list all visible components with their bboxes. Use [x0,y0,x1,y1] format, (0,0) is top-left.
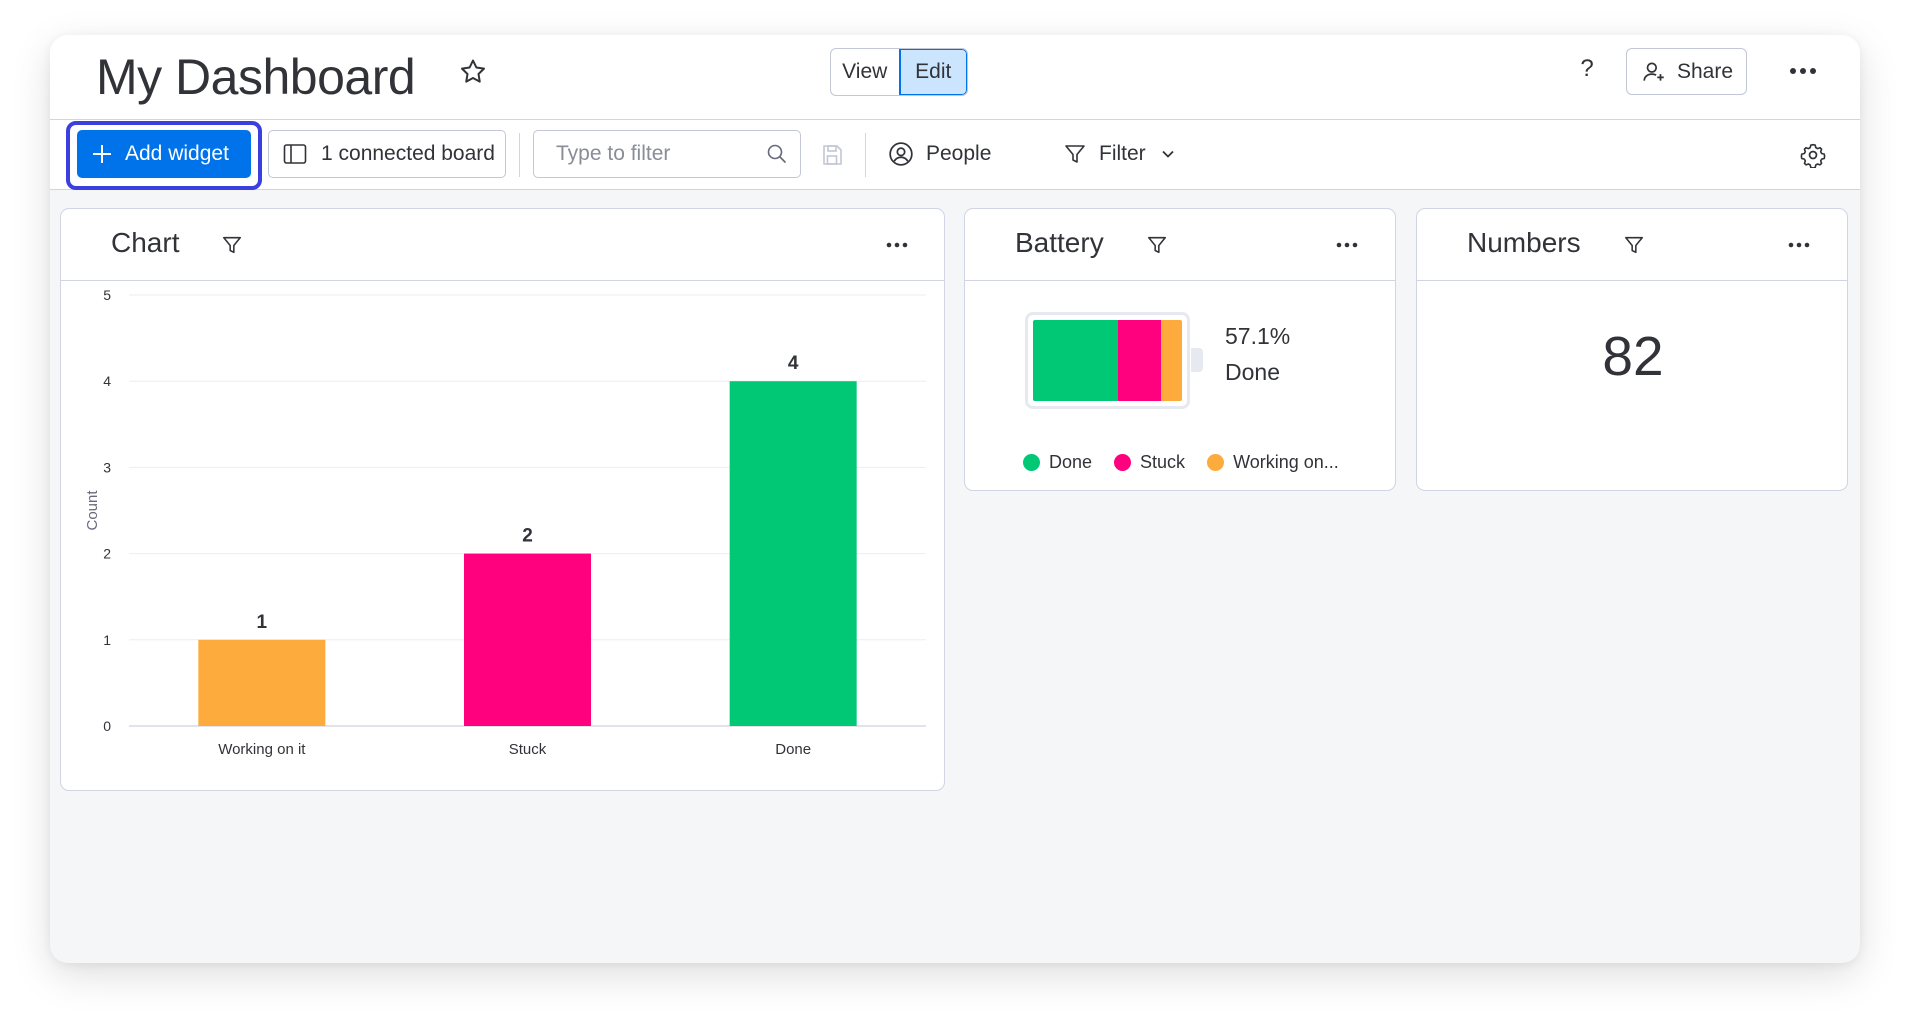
share-label: Share [1677,59,1734,83]
data-label: 1 [257,612,268,633]
people-filter-button[interactable]: People [888,130,991,178]
legend-label: Stuck [1140,452,1186,472]
search-box [533,130,801,178]
legend-dot [1207,454,1225,471]
battery-widget: Battery 57.1% Done Done Stuck [964,208,1396,491]
view-edit-toggle: View Edit [830,48,968,96]
filter-icon[interactable] [1623,234,1645,256]
battery-legend: Done Stuck Working on... [1023,452,1339,473]
people-label: People [926,142,992,165]
toolbar-divider [865,133,866,177]
data-label: 4 [788,353,799,374]
battery-segment [1118,320,1161,401]
more-options-icon[interactable] [1783,53,1823,89]
data-label: 2 [522,526,533,547]
y-tick-label: 2 [103,546,111,562]
legend-label: Done [1049,452,1093,472]
help-icon[interactable]: ? [1580,55,1594,82]
y-tick-label: 0 [103,718,111,734]
more-options-icon[interactable] [1785,233,1813,257]
widget-title: Chart [111,227,180,258]
x-tick-label: Working on it [218,741,306,758]
search-input[interactable] [534,131,754,177]
widget-header: Chart [61,209,944,281]
more-options-icon[interactable] [883,233,911,257]
filter-icon[interactable] [1146,234,1168,256]
add-widget-label: Add widget [125,142,229,165]
connected-board-button[interactable]: 1 connected board [268,130,506,178]
battery-gauge [1025,312,1190,409]
x-tick-label: Done [775,741,811,758]
legend-dot [1023,454,1040,471]
edit-mode-button[interactable]: Edit [898,49,967,95]
dashboard-window: My Dashboard View Edit ? Share [50,35,1860,963]
bar [198,639,326,726]
more-options-icon[interactable] [1333,233,1361,257]
add-person-icon [1643,61,1664,81]
battery-segment [1033,320,1119,401]
filter-icon[interactable] [221,234,243,256]
search-icon [767,144,787,164]
bar-chart: 0 1 2 3 4 5 Count 1 Working on it 2 Stuck 4 Done [84,287,926,758]
battery-caption: Done [1225,359,1280,385]
page-title: My Dashboard [96,49,416,105]
chevron-down-icon [1162,150,1174,158]
focus-ring [66,121,262,190]
filter-icon [1065,145,1085,163]
filter-label: Filter [1099,142,1146,165]
widget-header: Battery [965,209,1395,281]
y-tick-label: 1 [103,632,111,648]
connected-board-label: 1 connected board [321,142,495,165]
y-axis-label: Count [84,490,101,531]
battery-segment [1160,320,1182,401]
widget-header: Numbers [1417,209,1847,281]
toolbar-divider [519,133,520,177]
save-icon[interactable] [820,143,844,167]
legend-label: Working on... [1233,452,1339,472]
widget-title: Numbers [1467,227,1581,258]
y-tick-label: 5 [103,287,111,303]
plus-icon [93,145,111,163]
dashboard-toolbar: Add widget 1 connected board [50,120,1860,190]
legend-item-stuck: Stuck [1114,452,1185,473]
bar [464,553,591,726]
numbers-value: 82 [1602,325,1664,387]
legend-dot [1114,454,1132,471]
widget-title: Battery [1015,227,1104,258]
chart-widget: Chart 0 1 2 3 4 5 Count 1 Working on it 2 Stuck 4 Do… [60,208,945,791]
battery-percent: 57.1% [1225,323,1291,349]
add-widget-button[interactable]: Add widget [77,130,251,178]
person-icon [889,142,913,166]
gear-icon[interactable] [1800,142,1826,168]
board-icon [283,144,307,164]
legend-item-working-on-it: Working on... [1207,452,1339,473]
y-tick-label: 3 [103,459,111,475]
x-tick-label: Stuck [509,741,547,758]
view-mode-button[interactable]: View [842,60,888,83]
dashboard-header: My Dashboard View Edit ? Share [50,35,1860,120]
y-tick-label: 4 [103,373,111,389]
battery-cap [1191,348,1203,372]
legend-item-done: Done [1023,452,1092,473]
filter-button[interactable]: Filter [1063,130,1178,178]
star-icon[interactable] [458,57,488,87]
bar [729,381,857,726]
numbers-widget: Numbers 82 [1416,208,1848,491]
battery-fill [1033,320,1182,401]
share-button[interactable]: Share [1626,48,1747,95]
